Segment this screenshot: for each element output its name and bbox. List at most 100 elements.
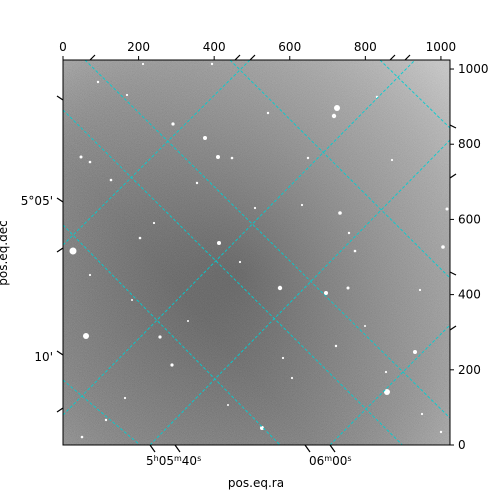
wcs-tick-5 [174,444,181,453]
grid-line-8 [149,139,450,445]
star-51 [131,299,133,301]
star-48 [390,158,394,162]
stars [69,62,449,439]
star-20 [88,160,92,164]
star-18 [346,286,350,290]
wcs-tick-4 [404,54,411,61]
wcs-tick-16 [449,271,457,276]
wcs-tick-13 [56,407,64,413]
grid-line-4 [229,60,450,279]
wcs-tick-14 [449,124,457,129]
grid-line-2 [63,224,281,445]
top-tick-label-2: 400 [203,40,226,54]
star-42 [439,430,443,434]
star-11 [171,122,175,126]
right-tick-label-1: 200 [458,363,481,377]
wcs-tick-8 [304,444,311,453]
star-43 [384,370,388,374]
wcs-tick-17 [449,325,457,331]
star-10 [338,211,342,215]
star-3 [331,113,337,119]
star-9 [324,291,328,295]
top-tick-label-3: 600 [278,40,301,54]
star-0 [69,247,77,255]
star-27 [306,156,310,160]
dec-tick-label-2: 10' [34,350,53,364]
star-26 [195,181,199,185]
wcs-edge-ticks [56,54,457,453]
wcs-tick-0 [89,54,96,61]
wcs-tick-7 [149,444,156,453]
wcs-tick-10 [56,197,64,203]
star-47 [300,203,304,207]
star-16 [441,245,445,249]
wcs-tick-15 [449,173,457,179]
star-5 [277,285,283,291]
top-tick-label-4: 800 [354,40,377,54]
star-8 [217,241,221,245]
star-29 [210,62,214,66]
wcs-tick-6 [329,444,336,453]
star-4 [384,389,390,395]
right-pixel-axis: 0 200 400 600 800 1000 [450,62,489,452]
top-tick-label-1: 200 [127,40,150,54]
ra-tick-label-2: 06m00s [309,454,352,468]
star-40 [334,344,338,348]
star-33 [281,356,285,360]
star-19 [79,155,83,159]
star-30 [141,62,145,66]
star-32 [125,93,129,97]
star-12 [158,335,162,339]
wcs-tick-3 [389,54,396,61]
x-axis-title: pos.eq.ra [228,476,284,490]
star-44 [152,221,156,225]
right-tick-label-4: 800 [458,137,481,151]
star-22 [230,156,234,160]
top-tick-label-5: 1000 [426,40,457,54]
star-41 [420,412,424,416]
right-tick-label-0: 0 [458,438,466,452]
right-tick-label-5: 1000 [458,62,489,76]
star-46 [253,206,257,210]
star-53 [227,404,229,406]
star-21 [109,178,113,182]
wcs-tick-2 [249,54,256,61]
star-15 [260,426,264,430]
star-23 [266,111,270,115]
star-1 [83,333,89,339]
star-39 [290,376,294,380]
star-24 [353,249,357,253]
star-13 [170,363,174,367]
top-tick-label-0: 0 [59,40,67,54]
wcs-tick-11 [56,247,64,253]
star-35 [88,273,92,277]
grid-line-0 [84,60,450,419]
sky-image [63,60,450,445]
star-34 [347,231,351,235]
wcs-tick-9 [56,95,64,101]
grid-line-7 [63,60,416,416]
right-tick-label-2: 400 [458,288,481,302]
image-frame [62,59,451,446]
star-50 [187,320,189,322]
star-6 [203,136,207,140]
ra-tick-label-1: 5h05m40s [146,454,201,468]
star-45 [238,260,242,264]
star-14 [413,350,417,354]
top-pixel-axis: 0 200 400 600 800 1000 [59,40,456,60]
star-17 [445,207,449,211]
coordinate-grid [63,60,450,445]
grid-line-3 [63,379,141,445]
star-36 [104,418,108,422]
star-2 [334,105,340,111]
dec-tick-label-1: 5°05' [21,194,53,208]
grid-line-6 [63,60,251,246]
y-axis-title: pos.eq.dec [0,220,10,285]
wcs-tick-12 [56,350,64,356]
star-25 [138,236,142,240]
star-38 [123,396,127,400]
star-49 [418,288,422,292]
star-37 [80,435,84,439]
grid-line-9 [329,324,450,445]
